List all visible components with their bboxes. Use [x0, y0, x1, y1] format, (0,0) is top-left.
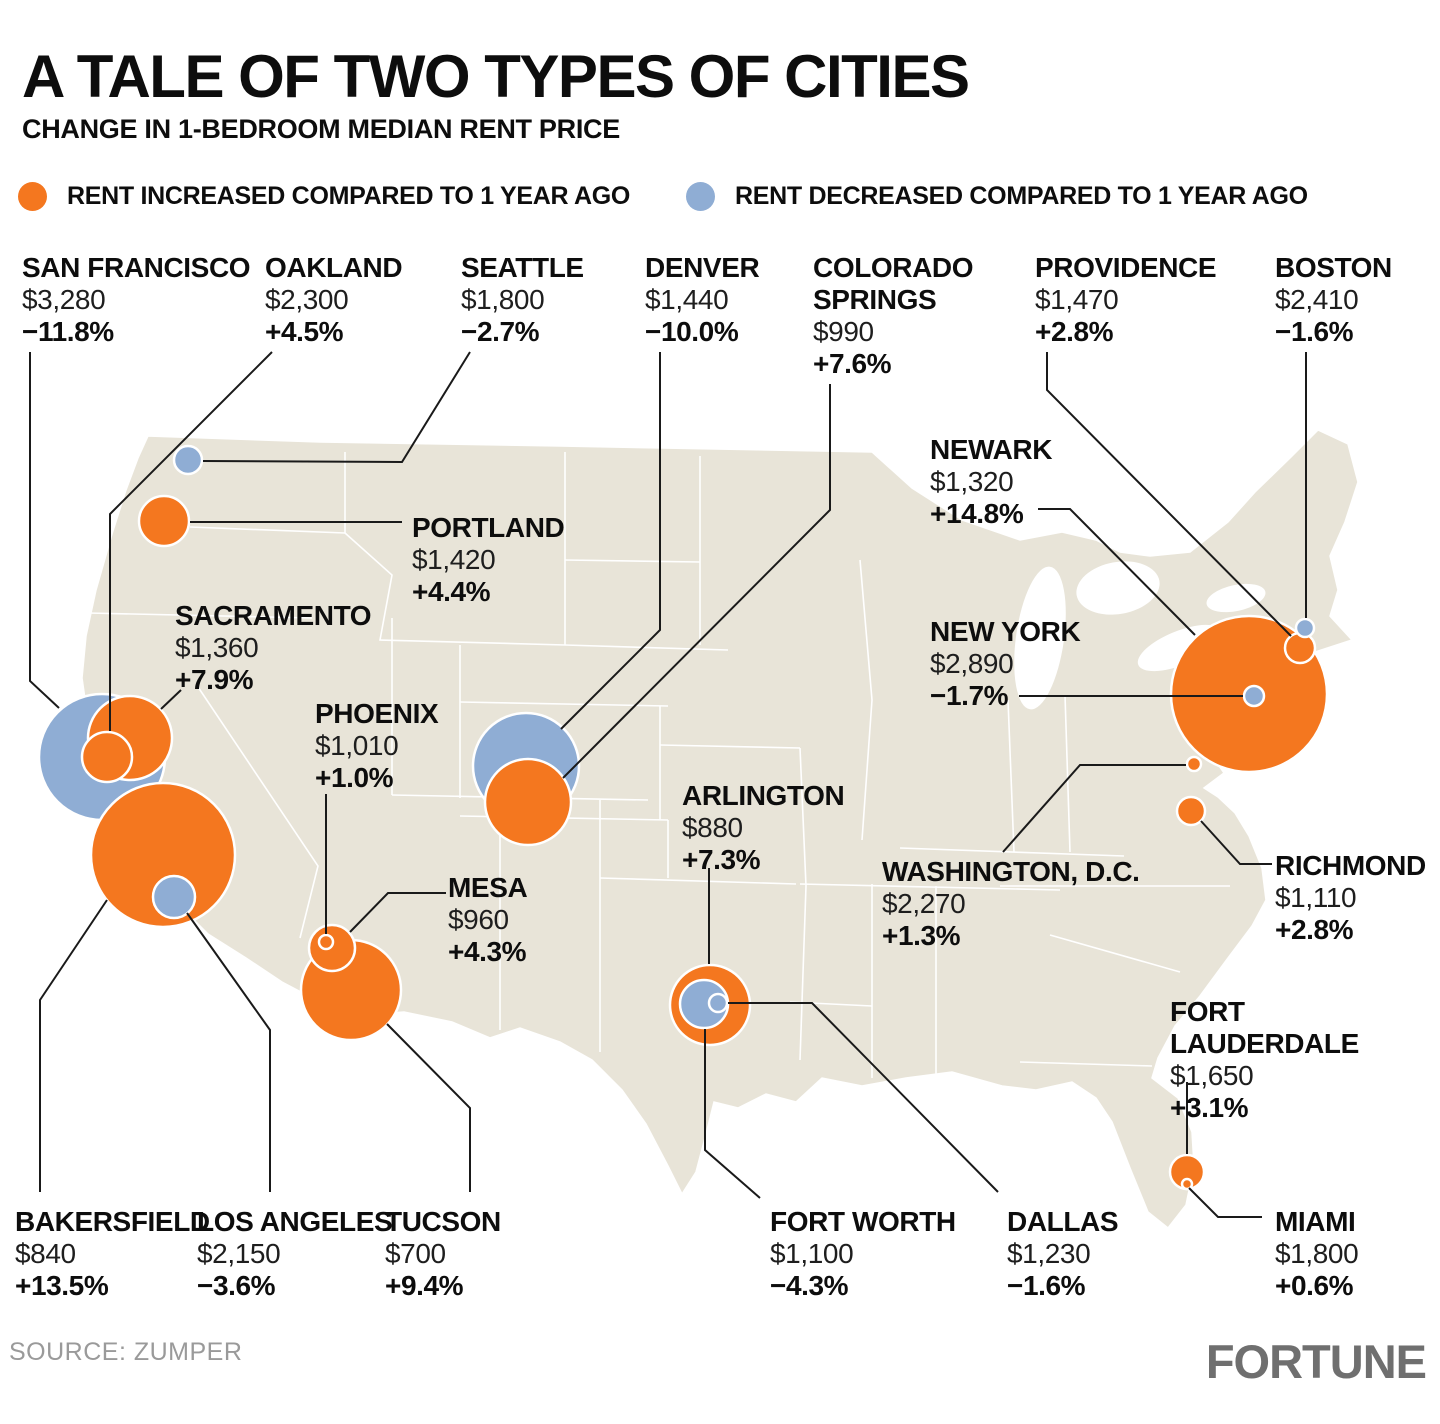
- city-bubble-richmond: [1175, 795, 1207, 827]
- state-border-line: [189, 526, 346, 534]
- legend-increase: RENT INCREASED COMPARED TO 1 YEAR AGO: [18, 182, 630, 211]
- lake-michigan: [1014, 566, 1066, 710]
- state-border-line: [859, 559, 873, 841]
- connector-newark: [1038, 508, 1196, 636]
- city-bubble-colorado-springs: [483, 757, 573, 847]
- connector-sacramento: [160, 689, 182, 710]
- connector-lines: [29, 351, 1307, 1218]
- city-bubble-portland: [137, 494, 191, 548]
- state-border-line: [799, 747, 807, 887]
- connector-colorado-springs: [562, 384, 831, 779]
- connector-bakersfield: [39, 899, 108, 1192]
- connector-mesa: [349, 892, 446, 933]
- city-bubble-mesa: [307, 923, 357, 973]
- city-bubble-new-york: [1242, 684, 1266, 708]
- legend-increase-label: RENT INCREASED COMPARED TO 1 YEAR AGO: [67, 182, 631, 210]
- great-lakes: [1014, 561, 1266, 710]
- connector-fort-worth: [704, 1029, 761, 1199]
- increase-dot-icon: [18, 182, 47, 211]
- decrease-dot-icon: [686, 182, 715, 211]
- state-border-line: [1019, 1061, 1153, 1067]
- page-subtitle: CHANGE IN 1-BEDROOM MEDIAN RENT PRICE: [22, 114, 620, 144]
- city-bubble-miami: [1180, 1177, 1194, 1191]
- connector-denver: [560, 352, 661, 730]
- us-outline: [81, 429, 1359, 1230]
- page-title: A TALE OF TWO TYPES OF CITIES: [22, 43, 970, 110]
- connector-miami: [1188, 1187, 1262, 1218]
- state-border-line: [195, 683, 319, 939]
- city-bubble-washington-dc: [1185, 755, 1203, 773]
- connector-tucson: [386, 1023, 471, 1192]
- city-bubble-dallas: [707, 992, 729, 1014]
- city-bubble-providence: [1283, 631, 1317, 665]
- connector-providence: [1046, 352, 1292, 637]
- city-bubble-seattle: [172, 444, 204, 476]
- connector-dallas: [728, 1002, 999, 1193]
- connector-richmond: [1200, 820, 1272, 865]
- city-bubble-boston: [1294, 617, 1316, 639]
- city-bubbles: [37, 444, 1329, 1191]
- lake-ontario: [1206, 583, 1266, 613]
- legend-decrease-label: RENT DECREASED COMPARED TO 1 YEAR AGO: [735, 182, 1308, 210]
- state-border-line: [1064, 694, 1071, 853]
- connector-washington-dc: [1002, 764, 1186, 853]
- state-border-line: [1007, 699, 1015, 853]
- state-border-line: [899, 847, 1125, 857]
- connector-san-francisco: [29, 352, 60, 709]
- state-border-line: [87, 612, 313, 619]
- state-border-line: [564, 559, 701, 563]
- legend-decrease: RENT DECREASED COMPARED TO 1 YEAR AGO: [686, 182, 1308, 211]
- city-bubble-phoenix: [317, 933, 335, 951]
- fortune-logo: FORTUNE: [1205, 1335, 1427, 1388]
- lake-huron: [1076, 561, 1160, 615]
- city-bubble-los-angeles: [151, 874, 197, 920]
- city-bubble-oakland: [80, 730, 134, 784]
- state-border-line: [799, 885, 807, 1061]
- state-border-line: [564, 644, 729, 651]
- state-border-line: [799, 883, 1061, 891]
- state-borders: [87, 452, 1230, 1078]
- connector-seattle: [202, 351, 471, 464]
- state-border-line: [1049, 934, 1181, 973]
- connector-los-angeles: [186, 912, 271, 1192]
- state-border-line: [459, 701, 669, 707]
- state-border-line: [344, 532, 566, 646]
- state-border-line: [599, 877, 797, 885]
- state-border-line: [659, 744, 801, 749]
- city-bubble-bakersfield: [89, 781, 237, 929]
- source-credit: SOURCE: ZUMPER: [9, 1338, 243, 1366]
- connector-oakland: [109, 351, 273, 731]
